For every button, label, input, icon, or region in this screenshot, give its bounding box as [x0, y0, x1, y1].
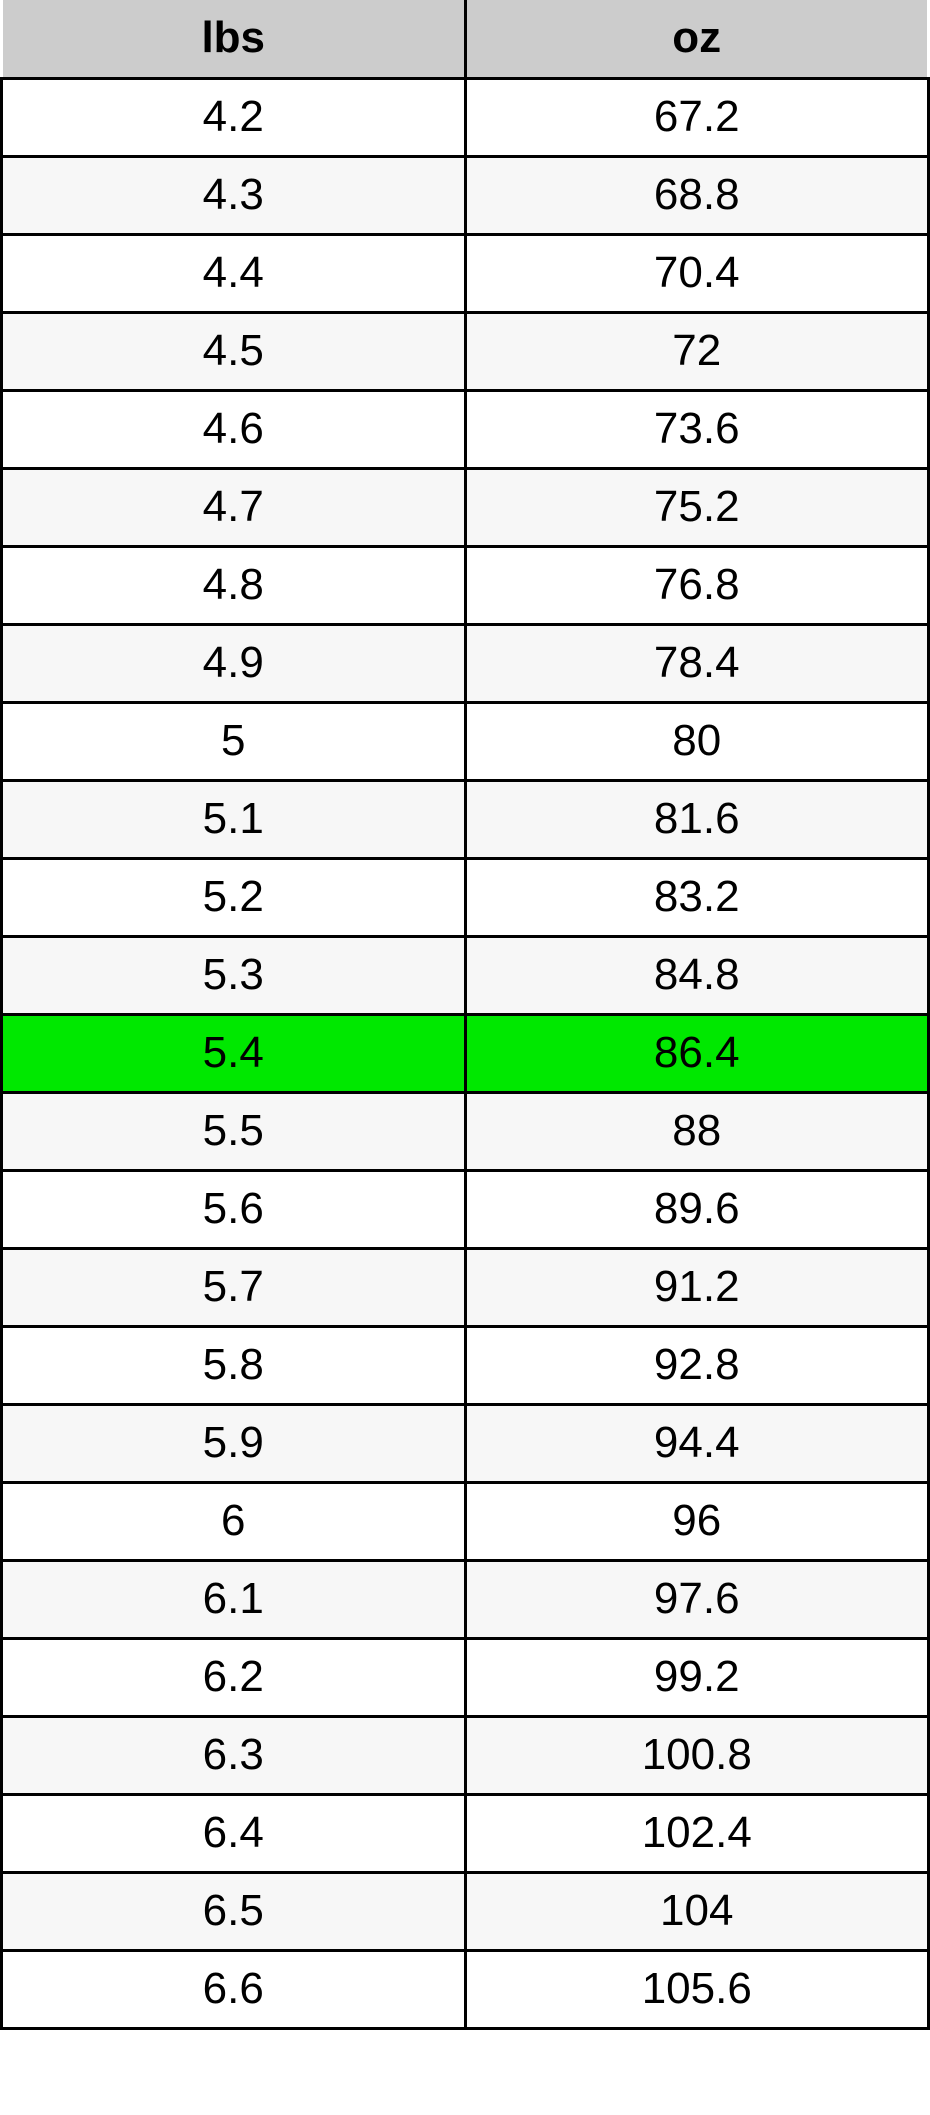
table-row: 4.6 73.6 [0, 388, 930, 470]
lbs-cell: 6 [0, 1480, 467, 1562]
lbs-cell: 4.7 [0, 466, 467, 548]
oz-cell: 76.8 [463, 544, 930, 626]
table-row: 5 80 [0, 700, 930, 782]
oz-cell: 102.4 [463, 1792, 930, 1874]
table-row: 5.9 94.4 [0, 1402, 930, 1484]
table-row: 4.9 78.4 [0, 622, 930, 704]
lbs-cell: 6.5 [0, 1870, 467, 1952]
oz-cell: 72 [463, 310, 930, 392]
lbs-cell: 4.2 [0, 76, 467, 158]
lbs-cell: 5.9 [0, 1402, 467, 1484]
lbs-cell: 6.2 [0, 1636, 467, 1718]
table-row: 5.7 91.2 [0, 1246, 930, 1328]
oz-cell: 104 [463, 1870, 930, 1952]
oz-cell: 86.4 [463, 1012, 930, 1094]
oz-cell: 105.6 [463, 1948, 930, 2030]
oz-cell: 68.8 [463, 154, 930, 236]
lbs-cell: 5.7 [0, 1246, 467, 1328]
lbs-cell: 5.8 [0, 1324, 467, 1406]
oz-cell: 100.8 [463, 1714, 930, 1796]
oz-cell: 80 [463, 700, 930, 782]
column-header-oz: oz [463, 0, 930, 80]
conversion-table: lbs oz 4.2 67.2 4.3 68.8 4.4 70.4 4.5 72… [0, 0, 930, 2030]
column-header-lbs: lbs [0, 0, 467, 80]
table-row: 6.2 99.2 [0, 1636, 930, 1718]
lbs-cell: 5.6 [0, 1168, 467, 1250]
table-body: 4.2 67.2 4.3 68.8 4.4 70.4 4.5 72 4.6 73… [0, 76, 930, 2030]
table-row: 6.3 100.8 [0, 1714, 930, 1796]
oz-cell: 70.4 [463, 232, 930, 314]
table-row: 5.3 84.8 [0, 934, 930, 1016]
oz-cell: 73.6 [463, 388, 930, 470]
lbs-cell: 5.4 [0, 1012, 467, 1094]
oz-cell: 81.6 [463, 778, 930, 860]
lbs-cell: 5.5 [0, 1090, 467, 1172]
lbs-cell: 4.9 [0, 622, 467, 704]
oz-cell: 84.8 [463, 934, 930, 1016]
table-row: 4.4 70.4 [0, 232, 930, 314]
oz-cell: 75.2 [463, 466, 930, 548]
lbs-cell: 6.4 [0, 1792, 467, 1874]
lbs-cell: 6.6 [0, 1948, 467, 2030]
lbs-cell: 4.4 [0, 232, 467, 314]
table-row: 4.8 76.8 [0, 544, 930, 626]
table-row: 4.7 75.2 [0, 466, 930, 548]
table-header: lbs oz [0, 0, 930, 80]
table-row: 4.5 72 [0, 310, 930, 392]
table-row: 5.6 89.6 [0, 1168, 930, 1250]
oz-cell: 83.2 [463, 856, 930, 938]
table-row: 5.1 81.6 [0, 778, 930, 860]
header-row: lbs oz [0, 0, 930, 80]
table-row: 6.6 105.6 [0, 1948, 930, 2030]
lbs-cell: 6.1 [0, 1558, 467, 1640]
lbs-cell: 5.2 [0, 856, 467, 938]
lbs-cell: 5.3 [0, 934, 467, 1016]
oz-cell: 91.2 [463, 1246, 930, 1328]
table-row: 6 96 [0, 1480, 930, 1562]
table-row: 5.2 83.2 [0, 856, 930, 938]
oz-cell: 96 [463, 1480, 930, 1562]
oz-cell: 94.4 [463, 1402, 930, 1484]
table-row: 6.1 97.6 [0, 1558, 930, 1640]
table-row: 4.3 68.8 [0, 154, 930, 236]
oz-cell: 88 [463, 1090, 930, 1172]
oz-cell: 92.8 [463, 1324, 930, 1406]
oz-cell: 99.2 [463, 1636, 930, 1718]
table-row: 4.2 67.2 [0, 76, 930, 158]
table-row-highlighted: 5.4 86.4 [0, 1012, 930, 1094]
oz-cell: 97.6 [463, 1558, 930, 1640]
table-row: 5.8 92.8 [0, 1324, 930, 1406]
lbs-cell: 5.1 [0, 778, 467, 860]
oz-cell: 67.2 [463, 76, 930, 158]
lbs-cell: 4.5 [0, 310, 467, 392]
table-row: 6.4 102.4 [0, 1792, 930, 1874]
lbs-cell: 4.8 [0, 544, 467, 626]
lbs-cell: 6.3 [0, 1714, 467, 1796]
lbs-cell: 4.6 [0, 388, 467, 470]
table-row: 5.5 88 [0, 1090, 930, 1172]
lbs-cell: 5 [0, 700, 467, 782]
oz-cell: 78.4 [463, 622, 930, 704]
lbs-cell: 4.3 [0, 154, 467, 236]
oz-cell: 89.6 [463, 1168, 930, 1250]
table-row: 6.5 104 [0, 1870, 930, 1952]
